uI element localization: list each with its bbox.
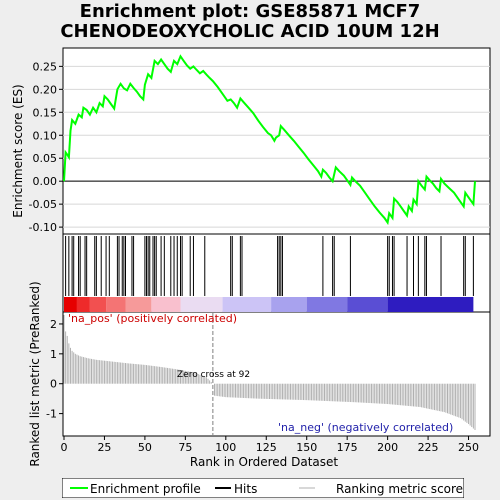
metric-axis-label: Ranked list metric (PreRanked) xyxy=(28,281,42,466)
metric-y-tick-label: 0 xyxy=(50,378,57,391)
es-y-tick-label: 0.15 xyxy=(33,106,58,119)
legend-hits-label: Hits xyxy=(234,482,257,496)
ranking-heatmap-segment xyxy=(106,297,125,312)
x-tick-label: 100 xyxy=(215,441,236,454)
es-y-tick-label: 0.10 xyxy=(33,129,58,142)
x-tick-label: 25 xyxy=(97,441,111,454)
es-y-tick-label: -0.05 xyxy=(29,198,57,211)
pos-correlated-label: 'na_pos' (positively correlated) xyxy=(68,312,237,325)
metric-y-tick-label: -1 xyxy=(46,408,57,421)
metric-y-tick-label: 2 xyxy=(50,318,57,331)
es-panel xyxy=(63,48,490,234)
zero-cross-label: Zero cross at 92 xyxy=(177,370,250,380)
x-tick-label: 225 xyxy=(418,441,439,454)
legend: Enrichment profile Hits Ranking metric s… xyxy=(62,478,464,498)
es-y-tick-label: 0.20 xyxy=(33,83,58,96)
x-axis-label: Rank in Ordered Dataset xyxy=(190,455,338,469)
ranking-heatmap-segment xyxy=(77,297,90,312)
es-axis-label: Enrichment score (ES) xyxy=(11,84,25,217)
legend-metric-label: Ranking metric scores xyxy=(336,482,464,496)
ranking-heatmap-segment xyxy=(125,297,151,312)
es-y-tick-label: -0.10 xyxy=(29,221,57,234)
x-tick-label: 125 xyxy=(256,441,277,454)
legend-es-label: Enrichment profile xyxy=(90,482,201,496)
es-y-tick-label: 0.25 xyxy=(33,60,58,73)
ranking-heatmap-segment xyxy=(223,297,272,312)
ranking-heatmap-segment xyxy=(347,297,387,312)
ranking-heatmap-segment xyxy=(271,297,307,312)
es-y-tick-label: 0.05 xyxy=(33,152,58,165)
x-tick-label: 0 xyxy=(61,441,68,454)
metric-y-tick-label: 1 xyxy=(50,348,57,361)
ranking-heatmap-segment xyxy=(90,297,106,312)
x-tick-label: 150 xyxy=(296,441,317,454)
x-tick-label: 175 xyxy=(337,441,358,454)
neg-correlated-label: 'na_neg' (negatively correlated) xyxy=(278,421,453,434)
ranking-heatmap-segment xyxy=(307,297,347,312)
x-tick-label: 75 xyxy=(178,441,192,454)
es-y-tick-label: 0.00 xyxy=(33,175,58,188)
ranking-heatmap-segment xyxy=(151,297,180,312)
x-tick-label: 200 xyxy=(377,441,398,454)
x-tick-label: 250 xyxy=(458,441,479,454)
ranking-heatmap-segment xyxy=(388,297,474,312)
ranking-heatmap-segment xyxy=(181,297,223,312)
ranking-heatmap-segment xyxy=(64,297,77,312)
x-tick-label: 50 xyxy=(138,441,152,454)
